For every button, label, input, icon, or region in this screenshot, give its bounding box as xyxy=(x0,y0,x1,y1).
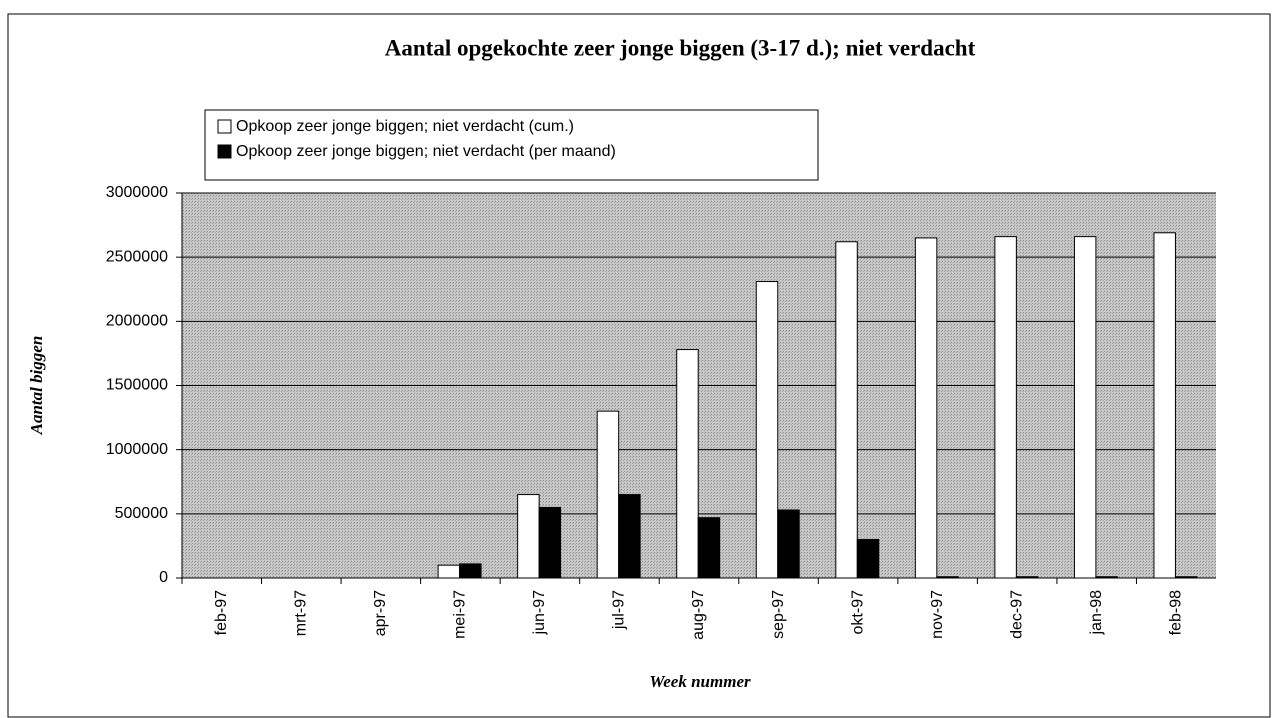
bar xyxy=(1153,232,1176,579)
bar xyxy=(1174,576,1198,579)
bar xyxy=(618,494,641,579)
bar xyxy=(459,563,482,579)
x-tick-label: aug-97 xyxy=(690,590,707,640)
x-tick-label: feb-97 xyxy=(213,590,230,635)
x-tick-label: jun-97 xyxy=(531,590,548,636)
x-tick-label: mrt-97 xyxy=(293,590,310,636)
chart-title: Aantal opgekochte zeer jonge biggen (3-1… xyxy=(385,35,976,60)
bar xyxy=(596,410,620,579)
x-tick-label: mei-97 xyxy=(452,590,469,639)
x-tick-label: apr-97 xyxy=(372,590,389,636)
bar xyxy=(914,237,938,579)
bar xyxy=(697,517,721,579)
y-tick-label: 500000 xyxy=(115,505,168,522)
y-tick-label: 1000000 xyxy=(106,441,168,458)
y-tick-label: 2500000 xyxy=(106,248,168,265)
bar xyxy=(1073,236,1097,579)
bar xyxy=(755,281,779,579)
y-tick-label: 3000000 xyxy=(106,184,168,201)
x-tick-label: dec-97 xyxy=(1008,590,1025,639)
legend-label: Opkoop zeer jonge biggen; niet verdacht … xyxy=(236,143,616,160)
legend xyxy=(204,109,819,181)
bar xyxy=(437,564,461,579)
x-tick-label: nov-97 xyxy=(929,590,946,639)
x-tick-label: jul-97 xyxy=(611,590,628,630)
x-tick-label: sep-97 xyxy=(770,590,787,639)
bar xyxy=(835,241,858,579)
y-tick-label: 0 xyxy=(159,569,168,586)
bar xyxy=(936,576,959,579)
y-tick-label: 2000000 xyxy=(106,313,168,330)
bar xyxy=(1095,576,1118,579)
y-axis-title: Aantal biggen xyxy=(27,336,46,436)
y-tick-label: 1500000 xyxy=(106,377,168,394)
bar xyxy=(777,509,800,579)
legend-label: Opkoop zeer jonge biggen; niet verdacht … xyxy=(236,118,574,135)
legend-swatch xyxy=(217,119,232,134)
x-tick-label: feb-98 xyxy=(1167,590,1184,635)
x-axis-title: Week nummer xyxy=(649,672,751,691)
bar xyxy=(538,506,562,579)
x-tick-label: jan-98 xyxy=(1088,590,1105,636)
bar xyxy=(676,349,699,579)
bar xyxy=(517,494,540,579)
x-tick-label: okt-97 xyxy=(849,590,866,635)
bar xyxy=(994,236,1017,579)
bar xyxy=(856,539,880,579)
legend-swatch xyxy=(217,144,232,159)
frame xyxy=(7,13,1271,718)
bar xyxy=(1015,576,1039,579)
